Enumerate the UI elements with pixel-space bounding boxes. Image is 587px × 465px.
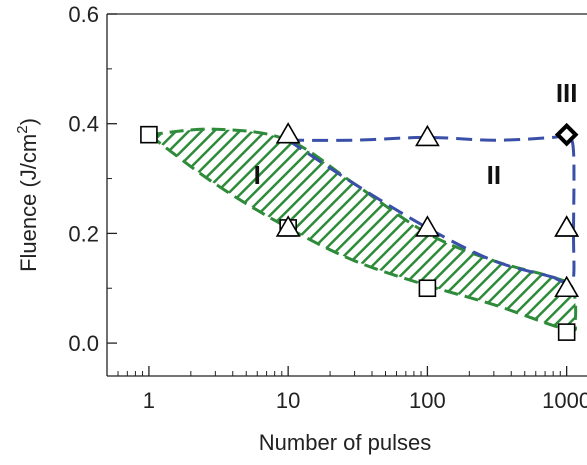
triangle-marker [554,215,580,237]
y-tick-label: 0.2 [68,221,99,246]
region-ii-lower-boundary [287,138,568,285]
regions-layer [144,127,578,332]
plot-frame-group [106,13,587,377]
region-label-iii: III [556,78,578,108]
triangle-marker [275,215,301,237]
x-axis-title: Number of pulses [259,430,431,455]
y-axis-title-main: Fluence (J/cm [16,134,41,272]
y-tick-label: 0.4 [68,112,99,137]
square-marker [140,125,158,144]
x-tick-label: 1 [143,388,155,413]
y-tick-label: 0.0 [68,331,99,356]
x-tick-label: 100 [409,388,446,413]
diamond-marker [554,122,579,147]
y-axis-title-close: ) [16,118,41,125]
region-label-i: I [254,160,261,190]
triangle-marker [275,122,301,144]
markers-layer [140,122,580,341]
y-tick-label: 0.6 [68,2,99,27]
ticks-layer: 1 10 100 1000 0.0 0.2 0.4 0.6 [68,2,587,413]
triangle-marker [415,215,440,237]
region-i-area [144,127,578,332]
square-marker [418,279,437,298]
y-axis-title-sup: 2 [14,125,31,133]
x-tick-label: 1000 [542,388,587,413]
triangle-marker [415,124,440,147]
x-tick-label: 10 [276,388,300,413]
y-axis-title: Fluence (J/cm2) [14,118,41,272]
triangle-marker [554,275,580,298]
square-marker [557,323,576,341]
region-label-ii: II [487,160,501,190]
